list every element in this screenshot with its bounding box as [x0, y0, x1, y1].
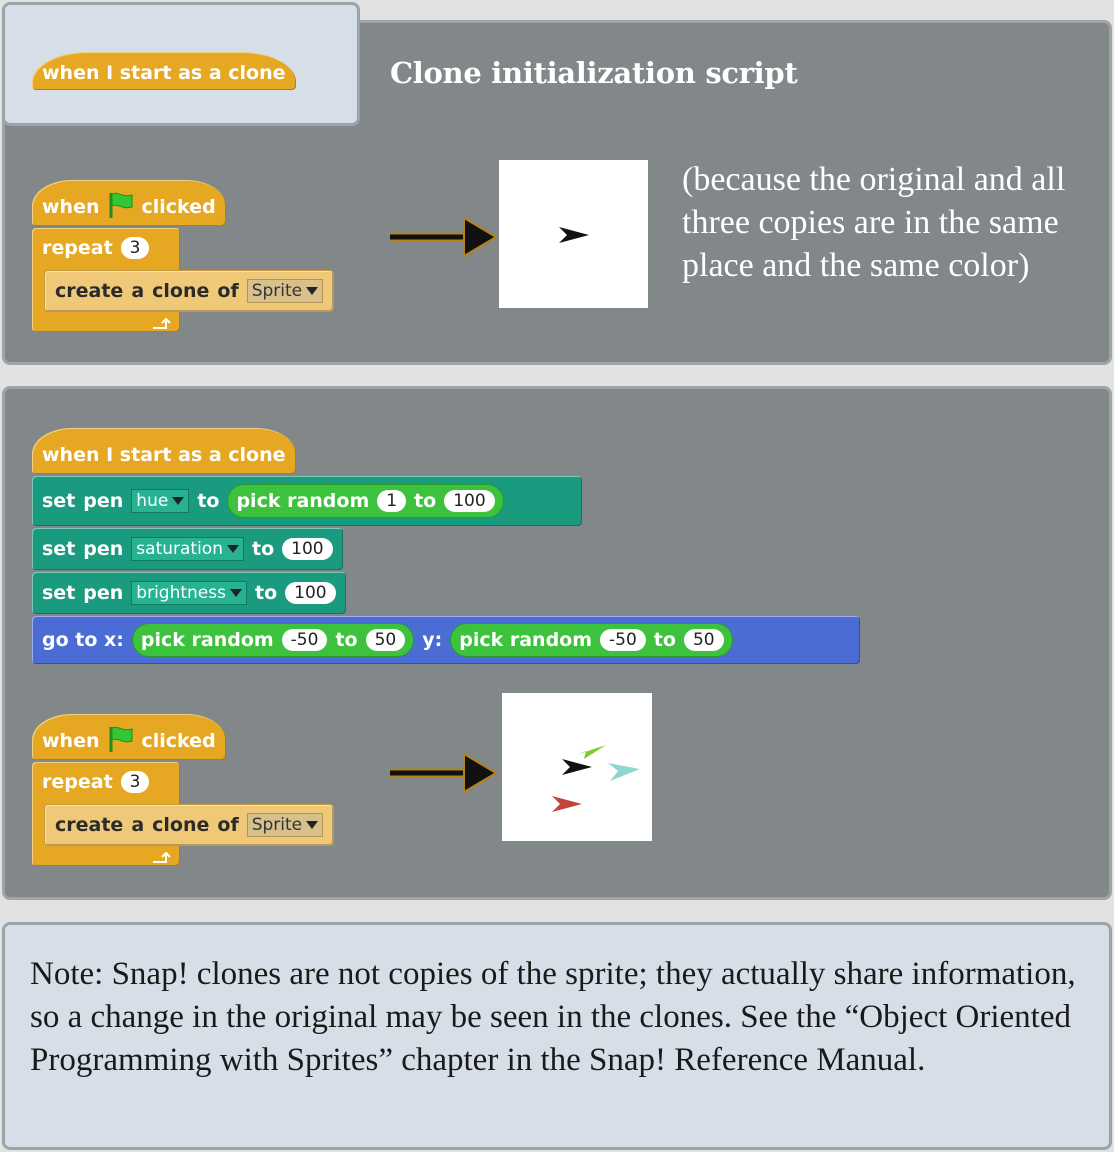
set-label: set: [42, 582, 76, 604]
pen-label: pen: [83, 582, 124, 604]
saturation-dropdown[interactable]: saturation: [131, 537, 244, 561]
right-arrow-icon: [390, 216, 498, 258]
set-pen-brightness-block[interactable]: set pen brightness to 100: [32, 572, 346, 614]
sprite-dropdown[interactable]: Sprite: [246, 279, 324, 303]
to-label: to: [414, 490, 437, 512]
sprite-arrow-icon: [576, 745, 606, 759]
repeat-header: repeat 3: [32, 228, 159, 268]
clone-label: clone: [152, 280, 210, 302]
note-panel: [2, 922, 1112, 1150]
pen-label: pen: [83, 538, 124, 560]
header-clone-hat-label: when I start as a clone: [42, 62, 286, 84]
hue-to-input[interactable]: 100: [444, 490, 495, 512]
pick-random-reporter-hue[interactable]: pick random 1 to 100: [227, 484, 504, 518]
sprite-dropdown[interactable]: Sprite: [246, 813, 324, 837]
pick-random-reporter-x[interactable]: pick random -50 to 50: [131, 623, 415, 657]
set-pen-saturation-block[interactable]: set pen saturation to 100: [32, 528, 343, 570]
hue-from-input[interactable]: 1: [377, 490, 407, 512]
loop-arrow-icon: [153, 318, 171, 329]
create-clone-block-2[interactable]: create a clone of Sprite: [44, 804, 335, 846]
dropdown-triangle-icon: [172, 497, 185, 505]
to-label: to: [653, 629, 676, 651]
loop-arrow-icon: [153, 852, 171, 863]
clone-hat-label: when I start as a clone: [42, 444, 286, 466]
clicked-label: clicked: [141, 730, 216, 752]
a-label: a: [131, 280, 145, 302]
brightness-value-input[interactable]: 100: [285, 582, 336, 604]
y-from-input[interactable]: -50: [600, 629, 646, 651]
saturation-value-input[interactable]: 100: [282, 538, 333, 560]
dropdown-triangle-icon: [306, 287, 319, 295]
when-label: when: [42, 730, 100, 752]
create-clone-block-1[interactable]: create a clone of Sprite: [44, 270, 335, 312]
sprite-dropdown-value: Sprite: [251, 281, 303, 301]
hue-option: hue: [136, 491, 169, 511]
note-text: Note: Snap! clones are not copies of the…: [30, 956, 1076, 1078]
create-label: create: [55, 280, 124, 302]
green-flag-icon: [108, 725, 134, 758]
right-arrow-icon: [390, 752, 498, 794]
sprite-arrow-icon: [562, 759, 592, 775]
a-label: a: [131, 814, 145, 836]
repeat-header: repeat 3: [32, 762, 159, 802]
stage-preview-1: [499, 160, 648, 308]
clicked-label: clicked: [141, 196, 216, 218]
y-label: y:: [422, 629, 443, 651]
of-label: of: [217, 814, 239, 836]
sprite-arrow-icon: [552, 796, 582, 812]
hue-dropdown[interactable]: hue: [131, 489, 190, 513]
repeat-count-input[interactable]: 3: [120, 237, 150, 259]
of-label: of: [217, 280, 239, 302]
to-label: to: [254, 582, 278, 604]
brightness-option: brightness: [136, 583, 226, 603]
x-to-input[interactable]: 50: [365, 629, 406, 651]
repeat-count-input[interactable]: 3: [120, 771, 150, 793]
caption-text: (because the original and all three copi…: [682, 161, 1066, 284]
sprite-dropdown-value: Sprite: [251, 815, 303, 835]
brightness-dropdown[interactable]: brightness: [131, 581, 247, 605]
to-label: to: [251, 538, 275, 560]
pick-random-reporter-y[interactable]: pick random -50 to 50: [450, 623, 733, 657]
dropdown-triangle-icon: [229, 589, 242, 597]
set-pen-hue-block[interactable]: set pen hue to pick random 1 to 100: [32, 476, 582, 526]
when-label: when: [42, 196, 100, 218]
repeat-label: repeat: [42, 771, 113, 793]
set-label: set: [42, 538, 76, 560]
sprite-arrow-icon: [608, 763, 640, 781]
to-label: to: [335, 629, 358, 651]
y-to-input[interactable]: 50: [683, 629, 724, 651]
create-label: create: [55, 814, 124, 836]
saturation-option: saturation: [136, 539, 223, 559]
pick-random-label: pick random: [459, 629, 593, 651]
go-to-xy-block[interactable]: go to x: pick random -50 to 50 y: pick r…: [32, 616, 860, 664]
clone-label: clone: [152, 814, 210, 836]
when-flag-clicked-block-1[interactable]: when clicked: [32, 180, 226, 226]
page-title: Clone initialization script: [390, 56, 798, 90]
dropdown-triangle-icon: [306, 821, 319, 829]
repeat-label: repeat: [42, 237, 113, 259]
to-label: to: [197, 490, 220, 512]
sprite-arrow-icon: [559, 227, 589, 243]
pick-random-label: pick random: [140, 629, 274, 651]
stage-preview-2: [502, 693, 652, 841]
pen-label: pen: [83, 490, 124, 512]
dropdown-triangle-icon: [226, 545, 239, 553]
when-flag-clicked-block-2[interactable]: when clicked: [32, 714, 226, 760]
x-from-input[interactable]: -50: [281, 629, 328, 651]
set-label: set: [42, 490, 76, 512]
header-clone-hat-block[interactable]: when I start as a clone: [32, 52, 296, 90]
go-to-x-label: go to x:: [42, 629, 124, 651]
pick-random-label: pick random: [236, 490, 370, 512]
green-flag-icon: [108, 191, 134, 224]
clone-hat-block[interactable]: when I start as a clone: [32, 428, 296, 474]
